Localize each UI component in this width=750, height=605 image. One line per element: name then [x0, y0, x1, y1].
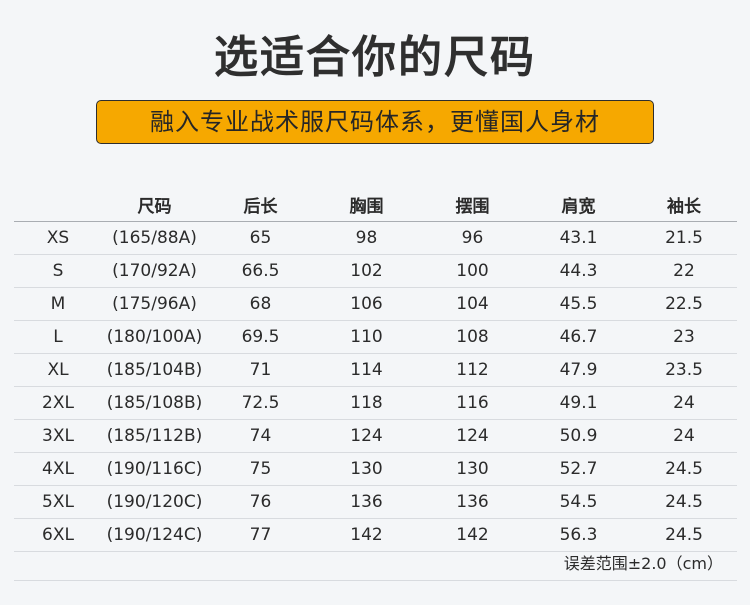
- cell-shoulder: 56.3: [526, 518, 631, 552]
- header-cell-size-spec: 尺码: [102, 188, 207, 222]
- cell-hem: 116: [419, 386, 526, 420]
- cell-back-length: 71: [207, 353, 314, 387]
- cell-chest: 110: [314, 320, 419, 354]
- cell-shoulder: 49.1: [526, 386, 631, 420]
- cell-size-spec: (180/100A): [102, 320, 207, 354]
- cell-sleeve: 24.5: [631, 518, 737, 552]
- cell-size-spec: (165/88A): [102, 221, 207, 255]
- cell-size-label: M: [14, 287, 102, 321]
- cell-chest: 136: [314, 485, 419, 519]
- cell-sleeve: 24.5: [631, 452, 737, 486]
- size-chart-table: 尺码 后长 胸围 摆围 肩宽 袖长 XS (165/88A) 65 98 96 43.1 2…: [14, 188, 737, 552]
- cell-hem: 130: [419, 452, 526, 486]
- cell-sleeve: 24: [631, 386, 737, 420]
- header-cell-chest: 胸围: [314, 188, 419, 222]
- cell-chest: 142: [314, 518, 419, 552]
- cell-size-label: 6XL: [14, 518, 102, 552]
- cell-sleeve: 22.5: [631, 287, 737, 321]
- cell-size-label: 5XL: [14, 485, 102, 519]
- cell-size-label: S: [14, 254, 102, 288]
- cell-sleeve: 24: [631, 419, 737, 453]
- cell-hem: 100: [419, 254, 526, 288]
- page-title: 选适合你的尺码: [214, 32, 536, 83]
- cell-back-length: 75: [207, 452, 314, 486]
- cell-sleeve: 23: [631, 320, 737, 354]
- header-cell-back-length: 后长: [207, 188, 314, 222]
- cell-sleeve: 21.5: [631, 221, 737, 255]
- table-row: 6XL (190/124C) 77 142 142 56.3 24.5: [14, 518, 737, 552]
- cell-shoulder: 47.9: [526, 353, 631, 387]
- cell-size-label: 3XL: [14, 419, 102, 453]
- cell-hem: 112: [419, 353, 526, 387]
- cell-hem: 104: [419, 287, 526, 321]
- subtitle-banner: 融入专业战术服尺码体系，更懂国人身材: [96, 100, 654, 144]
- cell-size-label: XL: [14, 353, 102, 387]
- cell-size-spec: (190/120C): [102, 485, 207, 519]
- cell-back-length: 66.5: [207, 254, 314, 288]
- cell-shoulder: 46.7: [526, 320, 631, 354]
- cell-shoulder: 43.1: [526, 221, 631, 255]
- cell-hem: 108: [419, 320, 526, 354]
- table-row: XL (185/104B) 71 114 112 47.9 23.5: [14, 353, 737, 387]
- cell-chest: 98: [314, 221, 419, 255]
- cell-back-length: 76: [207, 485, 314, 519]
- cell-back-length: 69.5: [207, 320, 314, 354]
- table-header-row: 尺码 后长 胸围 摆围 肩宽 袖长: [14, 188, 737, 222]
- cell-size-label: XS: [14, 221, 102, 255]
- table-body: XS (165/88A) 65 98 96 43.1 21.5 S (170/92A) 66.5 1…: [14, 221, 737, 552]
- table-row: 4XL (190/116C) 75 130 130 52.7 24.5: [14, 452, 737, 486]
- cell-size-label: L: [14, 320, 102, 354]
- cell-sleeve: 22: [631, 254, 737, 288]
- cell-back-length: 72.5: [207, 386, 314, 420]
- cell-chest: 102: [314, 254, 419, 288]
- header-cell-size-label: [14, 188, 102, 222]
- cell-hem: 142: [419, 518, 526, 552]
- cell-chest: 114: [314, 353, 419, 387]
- cell-back-length: 77: [207, 518, 314, 552]
- cell-chest: 106: [314, 287, 419, 321]
- bottom-divider: [14, 580, 737, 581]
- cell-size-spec: (190/124C): [102, 518, 207, 552]
- header-cell-hem: 摆围: [419, 188, 526, 222]
- cell-shoulder: 44.3: [526, 254, 631, 288]
- cell-sleeve: 24.5: [631, 485, 737, 519]
- cell-shoulder: 52.7: [526, 452, 631, 486]
- table-row: 5XL (190/120C) 76 136 136 54.5 24.5: [14, 485, 737, 519]
- cell-chest: 124: [314, 419, 419, 453]
- cell-size-spec: (185/104B): [102, 353, 207, 387]
- cell-back-length: 65: [207, 221, 314, 255]
- cell-shoulder: 45.5: [526, 287, 631, 321]
- table-row: 2XL (185/108B) 72.5 118 116 49.1 24: [14, 386, 737, 420]
- table-row: XS (165/88A) 65 98 96 43.1 21.5: [14, 221, 737, 255]
- table-row: L (180/100A) 69.5 110 108 46.7 23: [14, 320, 737, 354]
- table-row: M (175/96A) 68 106 104 45.5 22.5: [14, 287, 737, 321]
- cell-back-length: 68: [207, 287, 314, 321]
- table-row: S (170/92A) 66.5 102 100 44.3 22: [14, 254, 737, 288]
- cell-chest: 118: [314, 386, 419, 420]
- cell-size-label: 2XL: [14, 386, 102, 420]
- header-cell-sleeve: 袖长: [631, 188, 737, 222]
- cell-sleeve: 23.5: [631, 353, 737, 387]
- tolerance-footnote: 误差范围±2.0（cm）: [563, 554, 723, 573]
- cell-size-spec: (170/92A): [102, 254, 207, 288]
- cell-hem: 124: [419, 419, 526, 453]
- cell-chest: 130: [314, 452, 419, 486]
- cell-shoulder: 50.9: [526, 419, 631, 453]
- table-row: 3XL (185/112B) 74 124 124 50.9 24: [14, 419, 737, 453]
- cell-hem: 96: [419, 221, 526, 255]
- cell-size-label: 4XL: [14, 452, 102, 486]
- cell-size-spec: (190/116C): [102, 452, 207, 486]
- cell-size-spec: (185/108B): [102, 386, 207, 420]
- cell-back-length: 74: [207, 419, 314, 453]
- cell-shoulder: 54.5: [526, 485, 631, 519]
- cell-hem: 136: [419, 485, 526, 519]
- cell-size-spec: (185/112B): [102, 419, 207, 453]
- header-cell-shoulder: 肩宽: [526, 188, 631, 222]
- cell-size-spec: (175/96A): [102, 287, 207, 321]
